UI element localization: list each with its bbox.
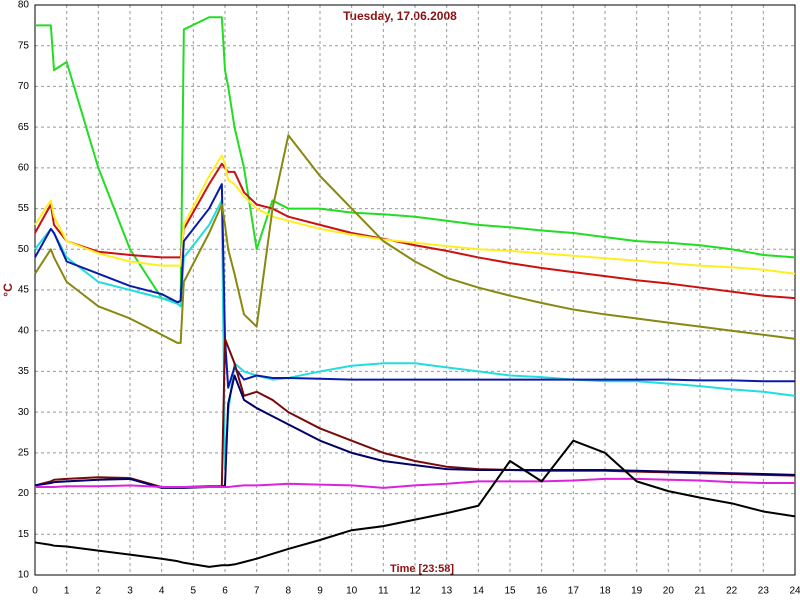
x-tick-label: 23 <box>758 586 770 597</box>
data-line <box>35 477 795 489</box>
y-tick-label: 75 <box>18 40 30 51</box>
x-tick-label: 6 <box>222 586 228 597</box>
y-tick-label: 40 <box>18 325 30 336</box>
x-tick-label: 8 <box>286 586 292 597</box>
x-tick-label: 24 <box>789 586 800 597</box>
data-line <box>34 154 796 275</box>
data-line <box>34 134 796 344</box>
x-tick-label: 22 <box>726 586 738 597</box>
data-line <box>35 16 796 304</box>
x-tick-label: 12 <box>409 586 421 597</box>
data-line <box>34 374 796 489</box>
y-tick-label: 65 <box>18 122 30 133</box>
y-axis-label: °C <box>1 283 15 297</box>
x-tick-label: 19 <box>631 586 643 597</box>
x-tick-label: 4 <box>159 586 165 597</box>
x-tick-label: 11 <box>378 586 389 597</box>
y-tick-label: 10 <box>18 570 30 581</box>
x-tick-label: 16 <box>536 586 548 597</box>
y-tick-label: 80 <box>18 0 30 11</box>
y-tick-label: 15 <box>18 529 30 540</box>
x-tick-label: 13 <box>441 586 453 597</box>
y-tick-label: 60 <box>18 162 30 173</box>
x-tick-label: 2 <box>96 586 102 597</box>
x-tick-label: 10 <box>346 586 358 597</box>
y-tick-label: 30 <box>18 407 30 418</box>
plot-frame <box>34 4 796 576</box>
x-tick-label: 9 <box>317 586 323 597</box>
y-tick-label: 45 <box>18 285 30 296</box>
y-tick-label: 35 <box>18 366 30 377</box>
x-tick-label: 7 <box>254 586 260 597</box>
chart-title: Tuesday, 17.06.2008 <box>343 9 457 23</box>
x-tick-label: 17 <box>568 586 580 597</box>
x-tick-label: 3 <box>127 586 133 597</box>
y-tick-label: 25 <box>18 447 30 458</box>
y-tick-label: 20 <box>18 488 30 499</box>
y-tick-label: 50 <box>18 244 30 255</box>
y-tick-label: 55 <box>18 203 30 214</box>
x-tick-label: 1 <box>64 586 70 597</box>
x-tick-label: 14 <box>473 586 485 597</box>
x-tick-label: 0 <box>32 586 38 597</box>
x-tick-label: 15 <box>504 586 516 597</box>
x-axis-label: Time [23:58] <box>390 563 454 575</box>
data-line <box>34 439 796 568</box>
x-tick-label: 18 <box>599 586 611 597</box>
y-tick-label: 70 <box>18 81 30 92</box>
x-tick-label: 21 <box>694 586 706 597</box>
data-line <box>34 199 796 471</box>
x-tick-label: 5 <box>191 586 197 597</box>
data-line <box>34 183 795 389</box>
x-tick-label: 20 <box>663 586 675 597</box>
